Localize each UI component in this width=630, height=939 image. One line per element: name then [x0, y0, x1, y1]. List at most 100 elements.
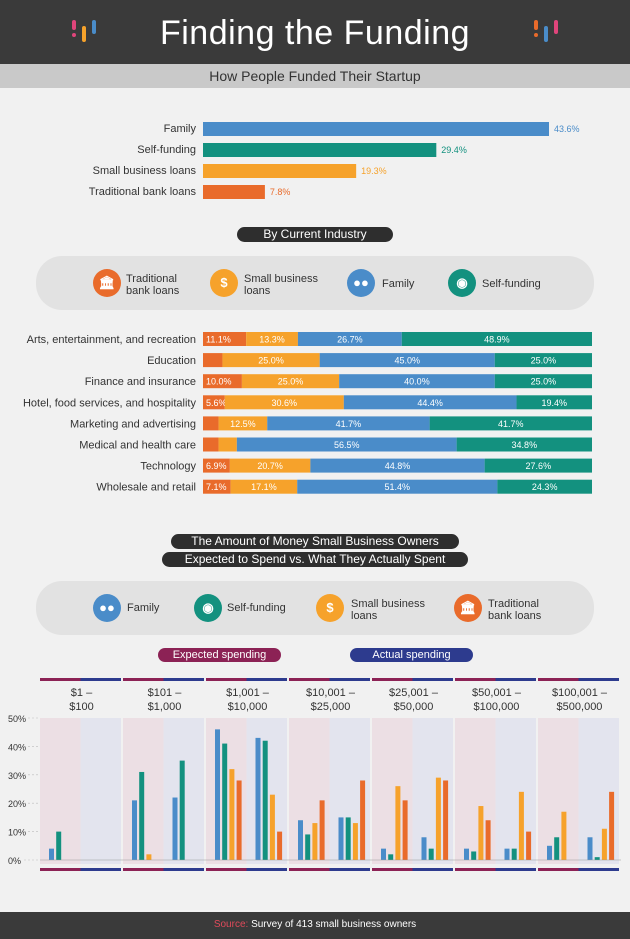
- range-label: $10,001 –: [306, 687, 356, 699]
- group-bottom-bar-expected: [455, 868, 496, 871]
- stacked-segment: [319, 353, 495, 368]
- group-top-bar-actual: [246, 678, 287, 681]
- segment-value-label: 48.9%: [484, 335, 510, 345]
- range-label: $1,000: [148, 701, 182, 713]
- segment-value-label: 44.8%: [385, 461, 411, 471]
- group-top-bar-actual: [578, 678, 619, 681]
- segment-value-label: 34.8%: [512, 440, 538, 450]
- y-tick-label: 40%: [8, 742, 26, 752]
- legend-label-bank: Traditional bank loans: [488, 598, 542, 622]
- segment-value-label: 41.7%: [336, 419, 362, 429]
- stacked-segment: [203, 353, 223, 368]
- page-subtitle: How People Funded Their Startup: [209, 68, 421, 84]
- industry-label: Arts, entertainment, and recreation: [27, 334, 196, 346]
- family-icon: ●●: [347, 269, 375, 297]
- actual-bar: [345, 817, 351, 860]
- industry-label: Hotel, food services, and hospitality: [23, 397, 197, 409]
- bank-icon: 🏛: [93, 269, 121, 297]
- y-tick-label: 20%: [8, 799, 26, 809]
- industry-label: Marketing and advertising: [70, 418, 196, 430]
- actual-bar: [421, 837, 427, 860]
- range-label: $100,001 –: [552, 687, 608, 699]
- bar: [203, 164, 357, 178]
- industry-label: Wholesale and retail: [96, 482, 196, 494]
- group-bottom-bar-expected: [372, 868, 413, 871]
- expected-bar: [388, 854, 394, 860]
- source-text: Survey of 413 small business owners: [251, 919, 417, 930]
- stacked-segment: [339, 374, 495, 389]
- segment-value-label: 25.0%: [278, 377, 304, 387]
- group-bottom-bar-actual: [163, 868, 204, 871]
- expected-bar: [381, 848, 386, 860]
- legend-industry: [36, 256, 594, 310]
- group-bottom-bar-actual: [412, 868, 453, 871]
- expected-bar: [402, 800, 408, 860]
- expected-bar: [298, 820, 303, 860]
- range-label: $10,000: [228, 701, 268, 713]
- segment-value-label: 17.1%: [251, 482, 277, 492]
- piggy-bank-icon: ◉: [448, 269, 476, 297]
- expected-bar: [56, 831, 62, 860]
- expected-bar: [312, 823, 318, 860]
- money-bag-icon: $: [210, 269, 238, 297]
- group-top-bar-actual: [80, 678, 121, 681]
- expected-bar: [229, 769, 235, 860]
- expected-bar: [236, 780, 242, 860]
- actual-bar: [443, 780, 449, 860]
- actual-bar: [428, 848, 434, 860]
- range-label: $1,001 –: [226, 687, 270, 699]
- bar: [203, 122, 549, 136]
- stacked-segment: [222, 353, 320, 368]
- expected-bar: [547, 845, 552, 860]
- spending-chart: $1 – $100 $101 – $1,000 $1,001 – $10,000 $10,0…: [8, 678, 621, 871]
- expected-bar: [146, 854, 152, 860]
- footer-source: Source: Survey of 413 small business own…: [0, 919, 630, 930]
- expected-bar: [471, 851, 477, 860]
- logo-icon: [534, 20, 558, 42]
- expected-bar: [485, 820, 491, 860]
- footer-bar: [0, 912, 630, 939]
- stacked-segment: [401, 332, 592, 346]
- stacked-segment: [241, 374, 340, 389]
- segment-value-label: 27.6%: [526, 461, 552, 471]
- stacked-segment: [297, 332, 402, 346]
- bar-category-label: Self-funding: [137, 144, 196, 156]
- piggy-bank-icon: ◉: [194, 594, 222, 622]
- bar-value-label: 29.4%: [441, 145, 467, 155]
- legend-label-small: Small business loans: [351, 598, 425, 622]
- segment-value-label: 44.4%: [417, 398, 443, 408]
- group-bottom-bar-expected: [123, 868, 164, 871]
- stacked-segment: [497, 479, 592, 494]
- actual-bar: [435, 777, 441, 860]
- expected-bar: [305, 834, 311, 860]
- group-top-bar-actual: [163, 678, 204, 681]
- bar-value-label: 43.6%: [554, 124, 580, 134]
- segment-value-label: 25.0%: [531, 356, 557, 366]
- group-bottom-bar-expected: [40, 868, 81, 871]
- group-bottom-bar-actual: [246, 868, 287, 871]
- actual-bar: [601, 828, 607, 860]
- legend-spending: [36, 581, 594, 635]
- actual-bar: [511, 848, 517, 860]
- range-label: $50,000: [394, 701, 434, 713]
- funding-source-chart: Family 43.6% Self-funding 29.4% Small busine…: [89, 122, 580, 199]
- range-label: $101 –: [148, 687, 183, 699]
- actual-bar: [352, 823, 358, 860]
- actual-bar: [255, 737, 261, 860]
- segment-value-label: 19.4%: [542, 398, 568, 408]
- legend-label-family: Family: [127, 602, 160, 614]
- legend-label-small: Small business loans: [244, 273, 318, 297]
- actual-bar: [338, 817, 344, 860]
- legend-label-self: Self-funding: [227, 602, 286, 614]
- legend-label-self: Self-funding: [482, 278, 541, 290]
- bar: [203, 143, 437, 157]
- industry-label: Education: [147, 355, 196, 367]
- industry-stacked-chart: Arts, entertainment, and recreation 11.1%…: [23, 332, 592, 494]
- group-top-bar-expected: [40, 678, 81, 681]
- segment-value-label: 25.0%: [531, 377, 557, 387]
- segment-value-label: 20.7%: [257, 461, 283, 471]
- expected-bar: [49, 848, 54, 860]
- stacked-segment: [218, 416, 268, 431]
- industry-label: Technology: [140, 461, 196, 473]
- stacked-segment: [218, 437, 237, 452]
